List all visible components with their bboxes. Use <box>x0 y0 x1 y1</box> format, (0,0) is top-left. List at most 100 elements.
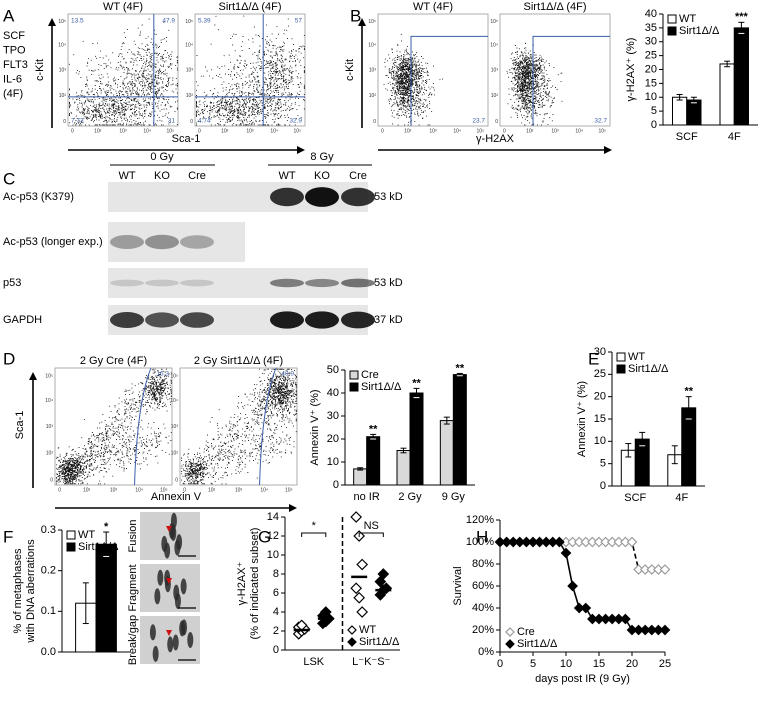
error-bar <box>690 96 697 104</box>
chromosome <box>170 524 177 541</box>
blot-band <box>270 311 304 329</box>
gate <box>410 35 488 126</box>
blot-band <box>180 279 214 287</box>
error-bar <box>443 416 450 425</box>
flow-x-tick: 10⁵ <box>476 128 484 134</box>
blot-row-label: Ac-p53 (K379) <box>3 191 74 203</box>
lane-label: KO <box>154 170 170 182</box>
bar <box>452 374 467 486</box>
chromosome <box>149 624 156 641</box>
data-point <box>659 564 671 575</box>
legend-swatch <box>616 364 626 374</box>
flow-x-tick: 10³ <box>235 487 243 493</box>
significance: NS <box>364 520 379 532</box>
y-tick-label: 0.1 <box>41 605 56 617</box>
flow-x-tick: 10² <box>94 128 102 134</box>
chromosome <box>167 636 174 653</box>
significance: ** <box>456 362 465 374</box>
gate-value: 16.3 <box>156 371 169 378</box>
flow-y-tick: 10⁴ <box>170 398 178 404</box>
flow-x-tick: 0 <box>71 128 74 134</box>
y-tick-label: 0 <box>333 479 339 491</box>
flow-title: 2 Gy Cre (4F) <box>80 355 147 367</box>
y-tick-label: 120% <box>466 514 494 526</box>
flow-title: Sirt1Δ/Δ (4F) <box>219 1 282 13</box>
lane-label: Cre <box>349 170 367 182</box>
y-tick-label: 5 <box>651 105 657 117</box>
y-tick-label: 6 <box>273 587 279 599</box>
flow-x-tick: 10³ <box>429 128 437 134</box>
x-tick-label: 9 Gy <box>442 491 466 503</box>
flow-y-tick: 10⁴ <box>45 398 53 404</box>
chromosome <box>180 578 187 595</box>
blot-row-label: GAPDH <box>3 314 42 326</box>
arrow-head <box>604 146 612 154</box>
y-axis-label: (% of indicated subset) <box>249 528 261 640</box>
legend-label: WT <box>359 624 376 636</box>
y-tick-label: 30 <box>645 36 657 48</box>
bar <box>719 63 735 126</box>
x-tick-label: no IR <box>354 491 380 503</box>
y-tick-label: 10 <box>594 435 606 447</box>
flow-y-tick: 10⁵ <box>58 19 66 25</box>
y-tick-label: 50 <box>327 364 339 376</box>
chromosome <box>170 512 177 529</box>
bar <box>681 407 697 487</box>
panel-label: G <box>258 527 271 546</box>
flow-x-label: γ-H2AX <box>476 133 515 145</box>
y-tick-label: 10 <box>267 549 279 561</box>
flow-y-tick: 0 <box>63 119 66 125</box>
arrow-head <box>29 372 37 380</box>
flow-plot-frame <box>194 13 306 127</box>
flow-y-tick: 0 <box>50 478 53 484</box>
arrow-head <box>297 146 305 154</box>
y-tick-label: 35 <box>645 22 657 34</box>
y-tick-label: 20 <box>594 391 606 403</box>
flow-x-tick: 10² <box>404 128 412 134</box>
legend-label: Cre <box>517 626 535 638</box>
blot-band <box>270 278 304 288</box>
significance: * <box>312 520 317 532</box>
flow-x-label: Annexin V <box>151 491 202 503</box>
flow-y-tick: 0 <box>495 119 498 125</box>
flow-x-tick: 10⁵ <box>598 128 606 134</box>
panel-label: B <box>350 6 361 25</box>
y-tick-label: 20 <box>327 433 339 445</box>
blot-band <box>341 278 375 288</box>
panel-label: C <box>3 169 15 188</box>
flow-x-tick: 0 <box>198 128 201 134</box>
y-axis-label: with DNA aberrations <box>25 539 37 644</box>
flow-y-tick: 10⁴ <box>58 43 66 49</box>
quadrant-value: 4.74 <box>198 118 211 125</box>
y-tick-label: 60% <box>472 580 494 592</box>
gate <box>259 367 277 486</box>
legend-label: Sirt1Δ/Δ <box>679 25 720 37</box>
y-tick-label: 0% <box>478 646 494 658</box>
legend-label: Sirt1Δ/Δ <box>78 541 119 553</box>
flow-y-tick: 0 <box>190 119 193 125</box>
bar <box>439 420 454 486</box>
y-axis-label: % of metaphases <box>12 548 24 633</box>
y-tick-label: 0 <box>651 119 657 131</box>
flow-events <box>181 368 297 485</box>
data-point <box>560 547 572 559</box>
flow-x-tick: 10² <box>208 487 216 493</box>
y-tick-label: 30 <box>327 410 339 422</box>
x-tick-label: SCF <box>676 131 698 143</box>
y-tick-label: 20% <box>472 624 494 636</box>
y-tick-label: 0.0 <box>41 646 56 658</box>
arrowhead-marker <box>166 630 172 636</box>
panel-label: A <box>3 6 15 25</box>
flow-y-tick: 10² <box>491 93 499 99</box>
error-bar <box>685 396 692 420</box>
flow-y-tick: 10³ <box>491 67 499 73</box>
blot-size-label: 53 kD <box>374 277 403 289</box>
micrograph-label: Break/gap <box>127 615 139 665</box>
condition-label: SCF <box>3 30 25 42</box>
y-axis-label: Annexin V⁺ (%) <box>576 381 588 457</box>
flow-events <box>506 42 563 126</box>
chromosome <box>187 632 194 649</box>
error-bar <box>671 445 678 465</box>
condition-label: IL-6 <box>3 73 22 85</box>
dose-label: 0 Gy <box>150 151 174 163</box>
